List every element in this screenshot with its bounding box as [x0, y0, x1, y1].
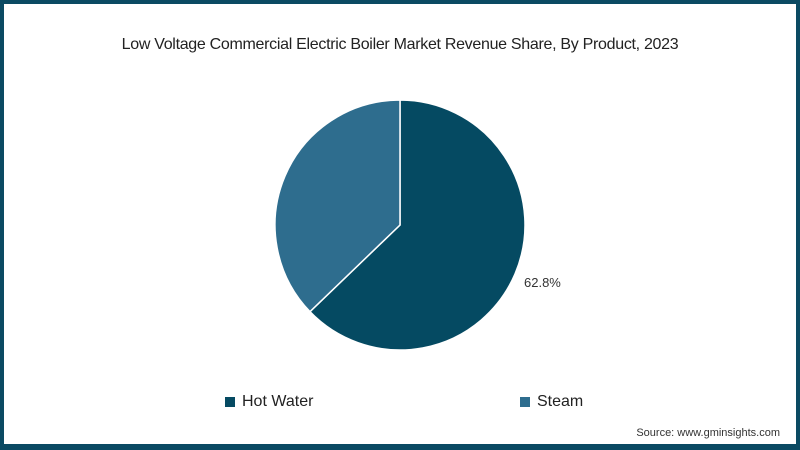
legend-swatch-icon [520, 397, 530, 407]
legend-swatch-icon [225, 397, 235, 407]
legend-label: Steam [537, 393, 584, 410]
legend-item-steam[interactable]: Steam [520, 393, 583, 411]
source-note: Source: www.gminsights.com [636, 427, 780, 439]
pie-slice-steam[interactable] [274, 99, 401, 313]
pie-slice-hot-water[interactable] [308, 99, 526, 351]
data-label-hot-water: 62.8% [524, 275, 561, 290]
legend-label: Hot Water [242, 393, 314, 410]
legend-item-hot-water[interactable]: Hot Water [225, 393, 313, 411]
chart-title: Low Voltage Commercial Electric Boiler M… [121, 36, 679, 53]
